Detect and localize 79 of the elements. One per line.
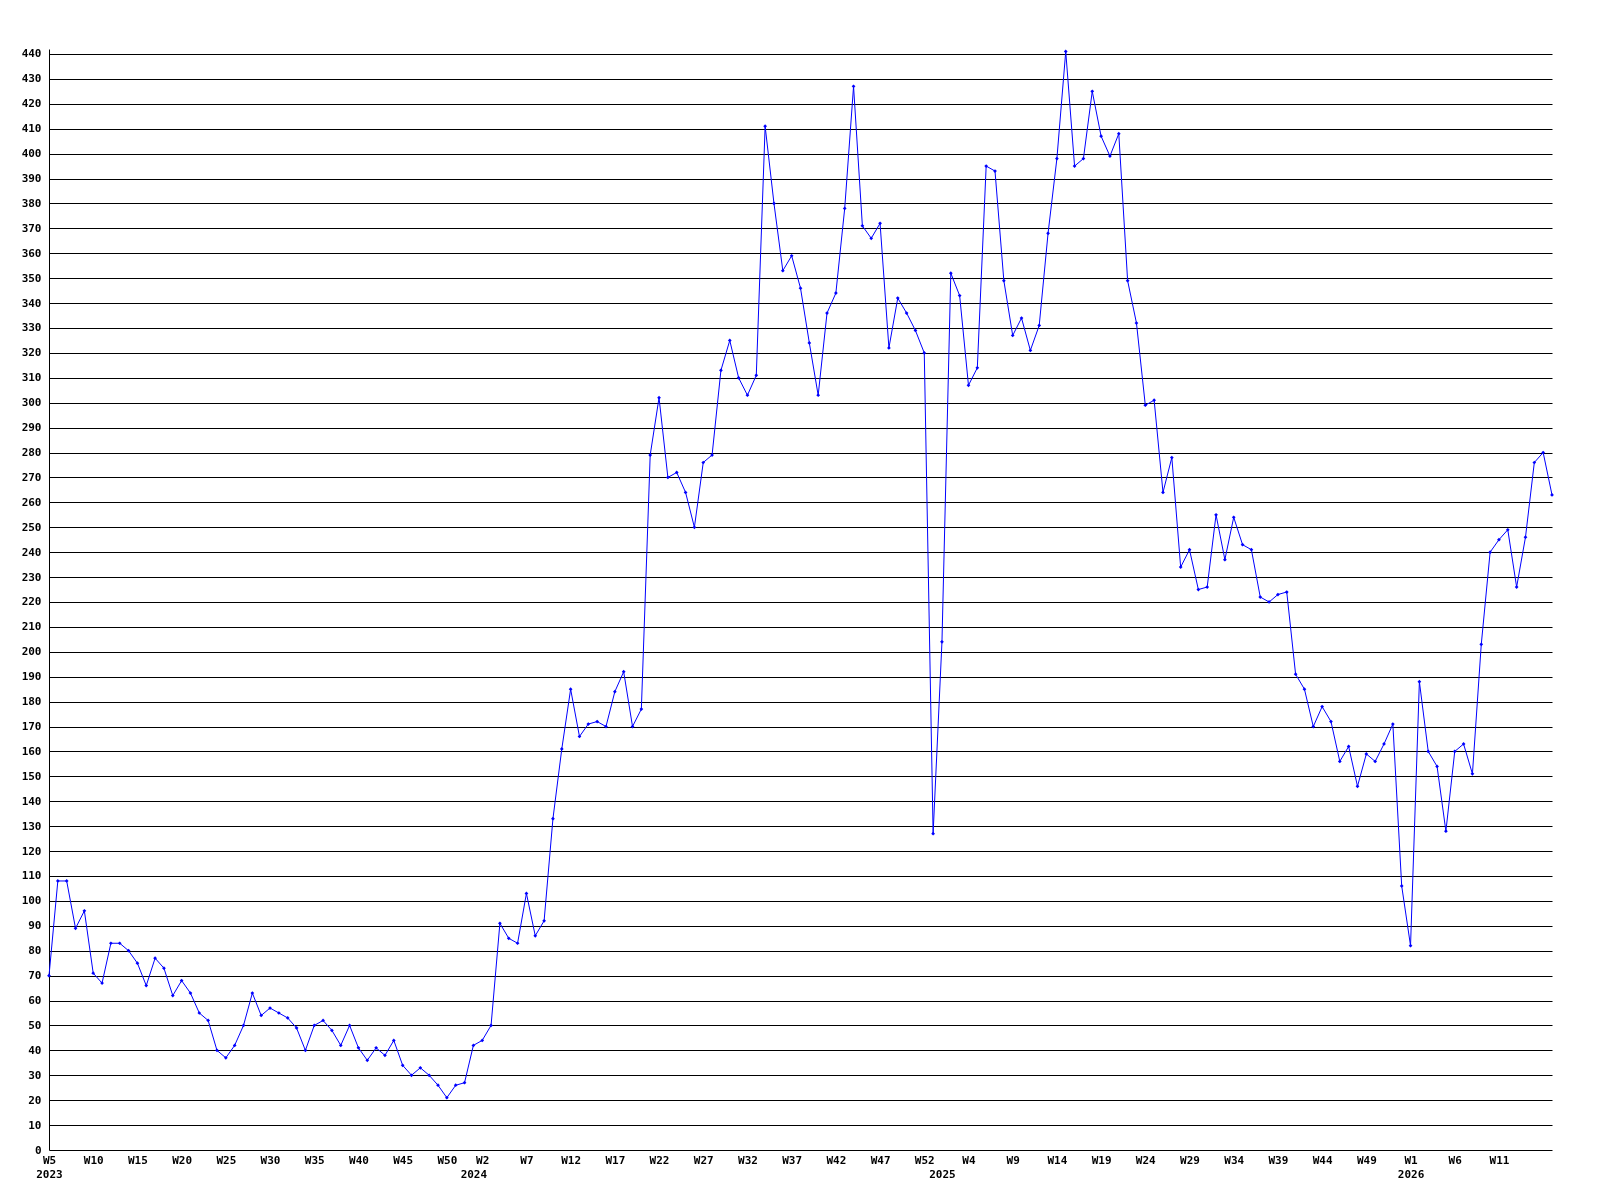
y-tick-label: 10 bbox=[28, 1118, 42, 1132]
y-tick-label: 150 bbox=[21, 769, 42, 783]
y-tick-label: 80 bbox=[28, 944, 42, 958]
x-tick-label: W47 bbox=[870, 1153, 891, 1167]
y-tick-label: 140 bbox=[21, 794, 42, 808]
x-tick-label: 2024 bbox=[460, 1167, 488, 1181]
x-tick-label: W9 bbox=[1006, 1153, 1020, 1167]
x-tick-label: W11 bbox=[1489, 1153, 1510, 1167]
y-tick-label: 350 bbox=[21, 271, 42, 285]
x-tick-label: W30 bbox=[260, 1153, 281, 1167]
x-tick-label: W39 bbox=[1268, 1153, 1289, 1167]
y-tick-label: 130 bbox=[21, 819, 42, 833]
y-tick-label: 430 bbox=[21, 72, 42, 86]
y-tick-label: 390 bbox=[21, 172, 42, 186]
y-tick-label: 180 bbox=[21, 695, 42, 709]
y-tick-label: 410 bbox=[21, 122, 42, 136]
y-tick-label: 230 bbox=[21, 570, 42, 584]
x-tick-label: W4 bbox=[962, 1153, 976, 1167]
y-tick-label: 340 bbox=[21, 296, 42, 310]
x-tick-label: W24 bbox=[1135, 1153, 1157, 1167]
y-tick-label: 240 bbox=[21, 545, 42, 559]
y-tick-label: 210 bbox=[21, 620, 42, 634]
y-tick-label: 270 bbox=[21, 470, 42, 484]
x-tick-label: W12 bbox=[561, 1153, 582, 1167]
x-tick-label: W1 2026 bbox=[1397, 1153, 1425, 1181]
y-tick-label: 300 bbox=[21, 396, 42, 410]
y-tick-label: 280 bbox=[21, 446, 42, 460]
x-tick-label: W32 bbox=[738, 1153, 758, 1167]
y-tick-label: 100 bbox=[21, 894, 42, 908]
x-tick-label: W22 bbox=[649, 1153, 670, 1167]
x-tick-label: W35 bbox=[304, 1153, 325, 1167]
x-tick-label: W15 bbox=[127, 1153, 148, 1167]
x-tick-label: W34 bbox=[1224, 1153, 1245, 1167]
y-tick-label: 420 bbox=[21, 97, 42, 111]
y-tick-label: 260 bbox=[21, 495, 42, 509]
y-tick-label: 90 bbox=[28, 919, 42, 933]
x-tick-label: W19 bbox=[1091, 1153, 1112, 1167]
y-tick-label: 400 bbox=[21, 147, 42, 161]
y-tick-label: 310 bbox=[21, 371, 42, 385]
y-tick-label: 120 bbox=[21, 844, 42, 858]
y-tick-label: 220 bbox=[21, 595, 42, 609]
y-tick-label: 330 bbox=[21, 321, 42, 335]
y-tick-label: 40 bbox=[28, 1043, 42, 1057]
y-tick-label: 50 bbox=[28, 1018, 42, 1032]
x-tick-label: W40 bbox=[349, 1153, 369, 1167]
y-tick-label: 60 bbox=[28, 994, 42, 1008]
y-tick-label: 380 bbox=[21, 196, 42, 210]
x-tick-label: W27 bbox=[693, 1153, 714, 1167]
x-tick-label: W42 bbox=[826, 1153, 847, 1167]
y-tick-label: 30 bbox=[28, 1068, 42, 1082]
x-tick-label: W49 bbox=[1356, 1153, 1377, 1167]
y-tick-label: 190 bbox=[21, 670, 42, 684]
y-tick-label: 360 bbox=[21, 246, 42, 260]
y-tick-label: 320 bbox=[21, 346, 42, 360]
y-tick-label: 370 bbox=[21, 221, 42, 235]
x-tick-label: W17 bbox=[605, 1153, 626, 1167]
y-tick-label: 200 bbox=[21, 645, 42, 659]
x-tick-label: 2025 bbox=[929, 1167, 956, 1181]
y-tick-label: 110 bbox=[21, 869, 42, 883]
y-tick-label: 70 bbox=[28, 969, 42, 983]
x-tick-label: W2 bbox=[476, 1153, 490, 1167]
x-tick-label: W52 bbox=[914, 1153, 935, 1167]
x-tick-label: W14 bbox=[1047, 1153, 1068, 1167]
x-tick-label: W45 bbox=[393, 1153, 414, 1167]
y-tick-label: 170 bbox=[21, 720, 42, 734]
x-tick-label: W10 bbox=[83, 1153, 104, 1167]
y-tick-label: 290 bbox=[21, 421, 42, 435]
x-tick-label: W29 bbox=[1180, 1153, 1200, 1167]
x-tick-label: W7 bbox=[520, 1153, 534, 1167]
x-tick-label: W20 bbox=[172, 1153, 193, 1167]
x-tick-label: W50 bbox=[437, 1153, 458, 1167]
x-tick-label: W25 bbox=[216, 1153, 237, 1167]
x-tick-label: W6 bbox=[1448, 1153, 1463, 1167]
y-tick-label: 160 bbox=[21, 744, 42, 758]
x-tick-label: W44 bbox=[1312, 1153, 1333, 1167]
y-tick-label: 440 bbox=[21, 47, 42, 61]
x-tick-label: W37 bbox=[782, 1153, 803, 1167]
y-tick-label: 20 bbox=[28, 1093, 42, 1107]
y-tick-label: 250 bbox=[21, 520, 42, 534]
